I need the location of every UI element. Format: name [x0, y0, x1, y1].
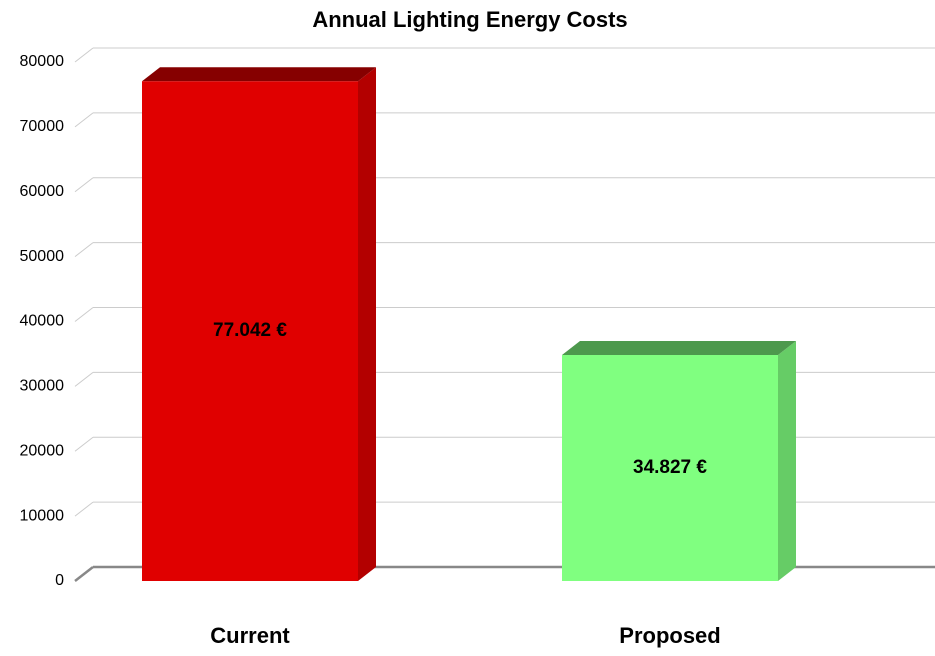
grid-diagonal [74, 501, 94, 517]
value-label: 34.827 € [633, 457, 707, 478]
y-tick-label: 10000 [20, 507, 65, 524]
y-tick-label: 30000 [20, 378, 65, 395]
x-tick-label: Current [210, 623, 290, 648]
y-tick-label: 40000 [20, 313, 65, 330]
y-tick-label: 60000 [20, 183, 65, 200]
grid-diagonal [74, 177, 94, 193]
bar-top [142, 67, 376, 82]
grid-diagonal [74, 242, 94, 258]
bar [562, 341, 796, 581]
grid-diagonal [74, 371, 94, 387]
y-tick-label: 50000 [20, 248, 65, 265]
bar-side [358, 67, 376, 582]
x-tick-label: Proposed [619, 623, 720, 648]
y-tick-label: 0 [55, 572, 64, 589]
bar-front [562, 355, 778, 581]
y-tick-label: 80000 [20, 53, 65, 70]
grid-diagonal [74, 112, 94, 128]
grid-diagonal [74, 47, 94, 63]
bar-side [778, 341, 796, 581]
y-tick-label: 20000 [20, 442, 65, 459]
y-tick-label: 70000 [20, 118, 65, 135]
bar-top [562, 341, 796, 356]
chart-title: Annual Lighting Energy Costs [312, 7, 627, 32]
grid-diagonal [74, 307, 94, 322]
grid-diagonal [74, 436, 94, 452]
grid-diagonal [74, 566, 94, 582]
bar-front [142, 81, 358, 581]
value-label: 77.042 € [213, 320, 287, 341]
bar [142, 67, 376, 582]
